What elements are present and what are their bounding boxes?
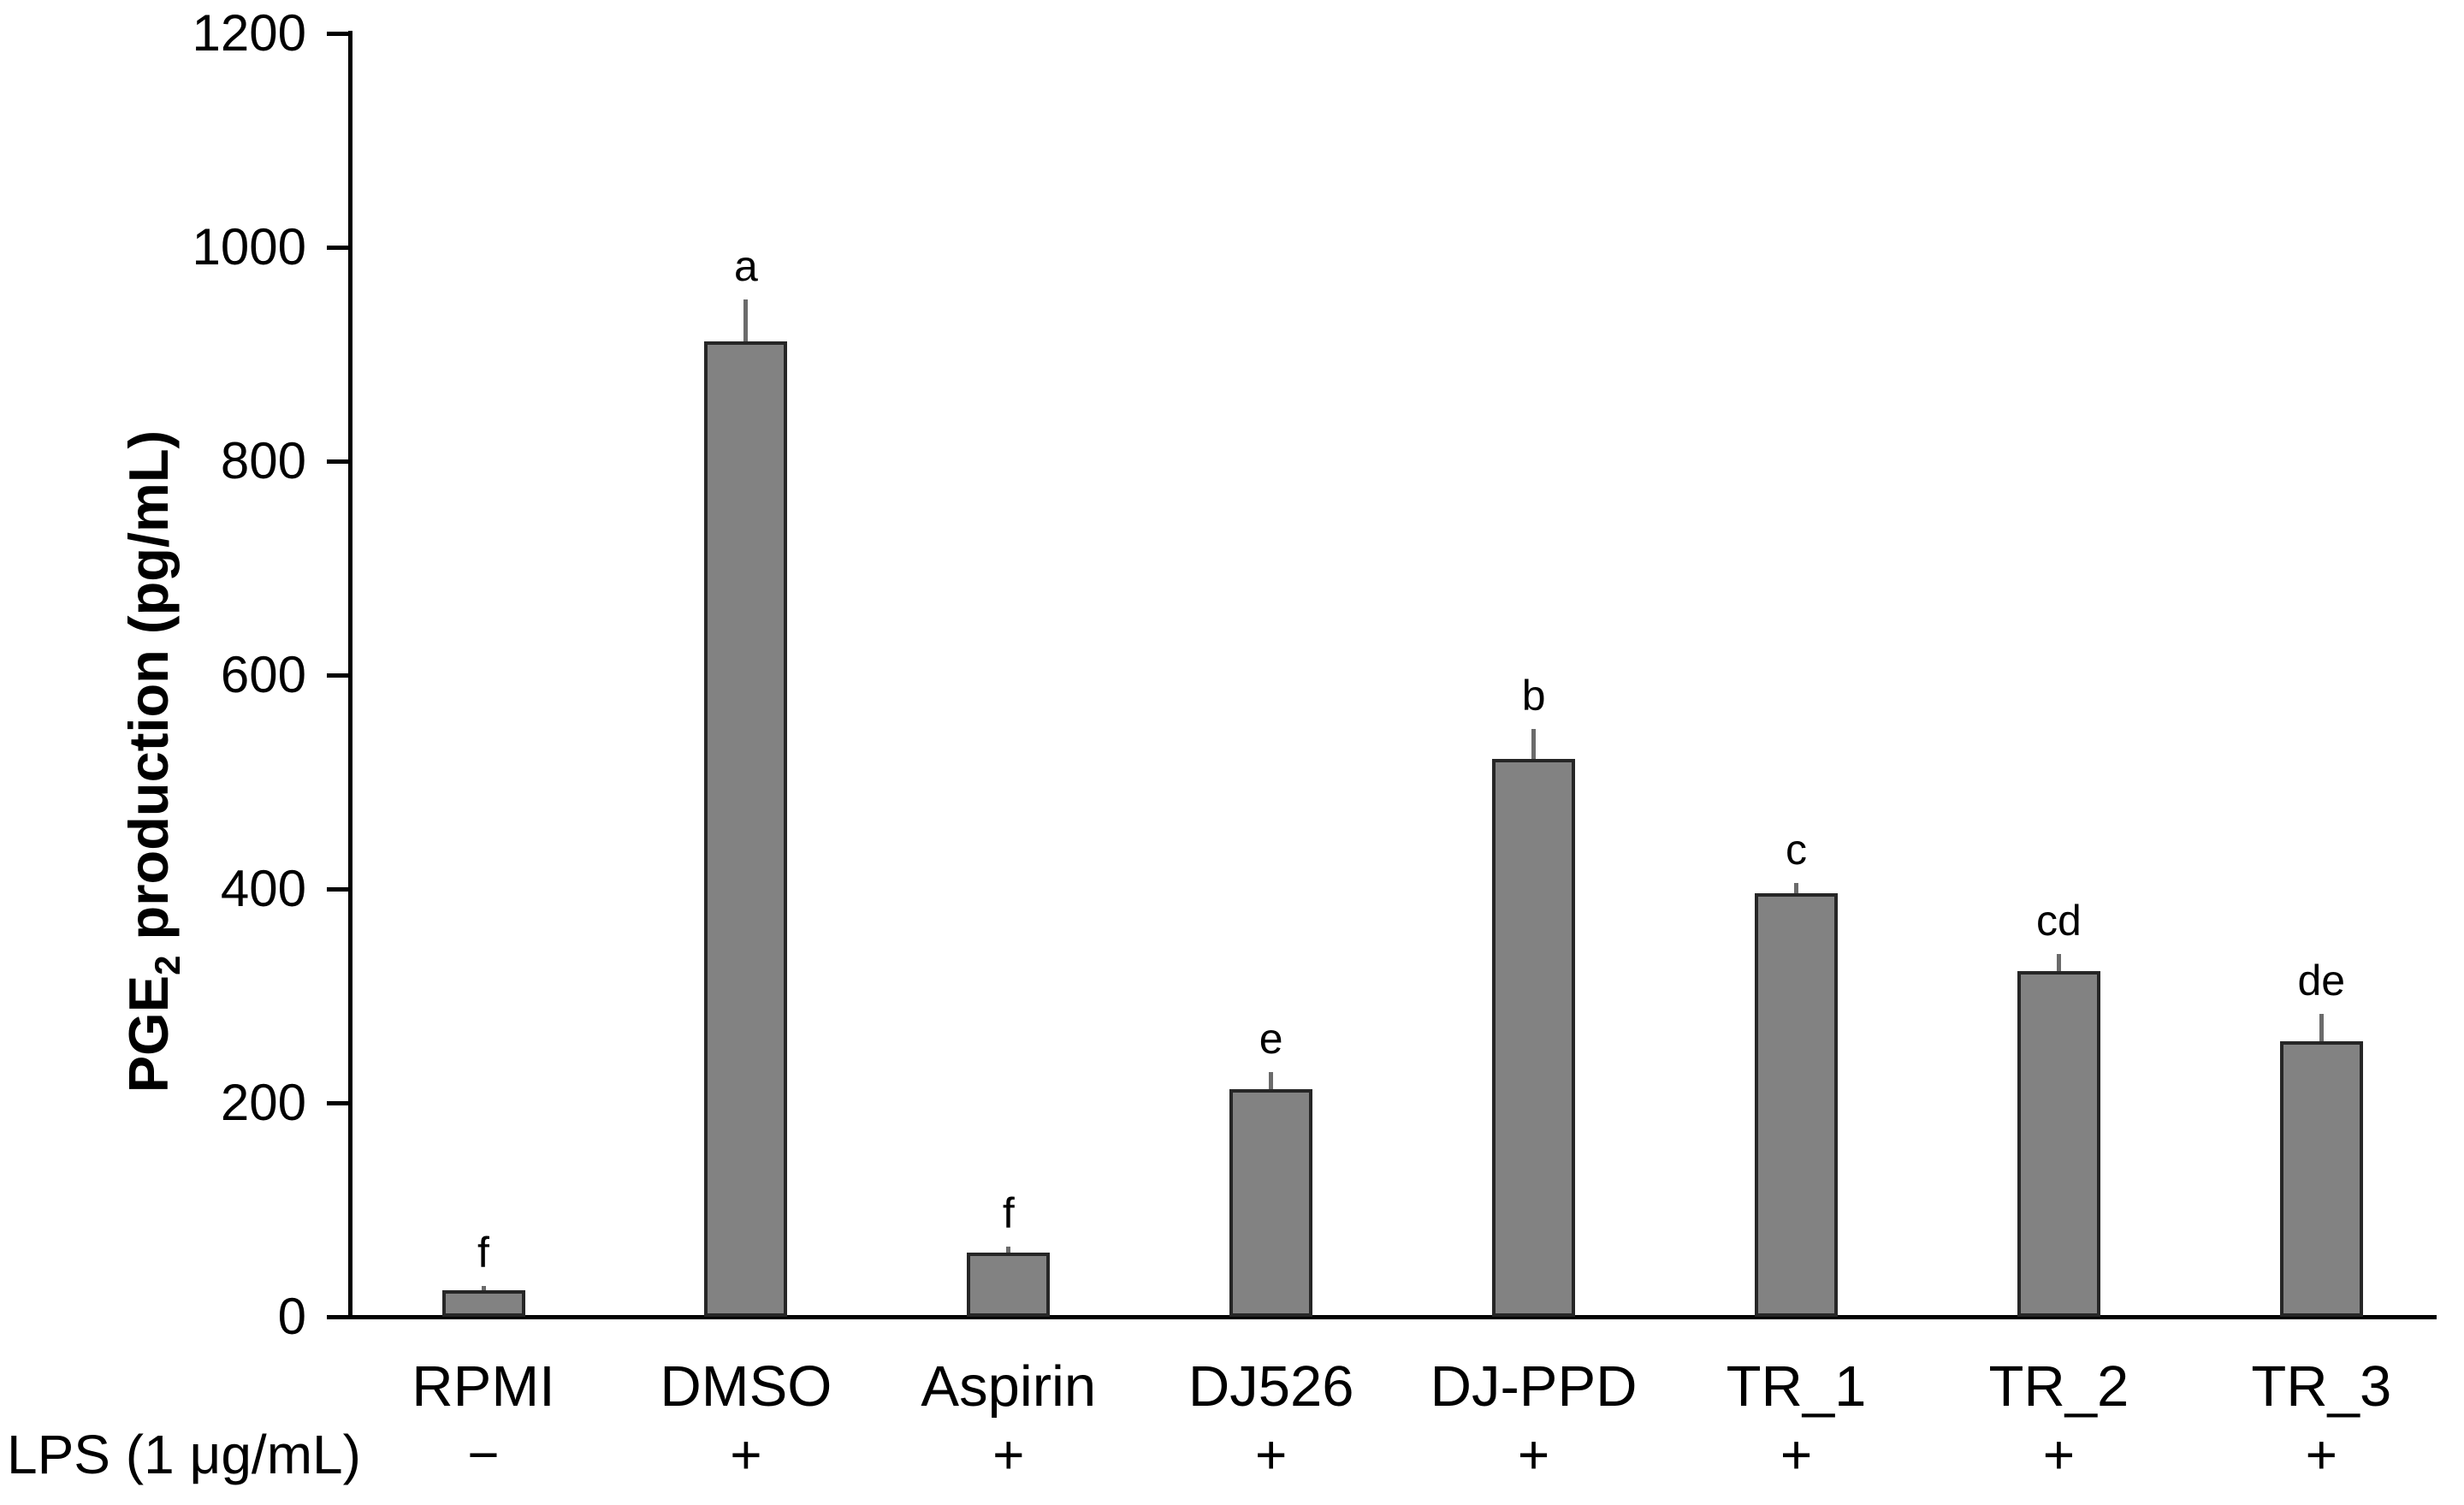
lps-row-label: LPS (1 μg/mL) [7,1424,361,1485]
x-axis-label-TR_2: TR_2 [1988,1354,2129,1419]
error-bar [1531,728,1537,764]
lps-sign: + [1780,1424,1813,1485]
y-axis-tick [327,1314,351,1319]
y-tick-label: 600 [220,646,306,703]
significance-letter: b [1521,671,1546,720]
y-axis-tick [327,886,351,892]
x-axis-label-DJ-PPD: DJ-PPD [1430,1354,1638,1419]
y-axis-tick [327,1100,351,1105]
significance-letter: f [477,1228,489,1277]
bar-RPMI [441,1289,525,1317]
y-tick-label: 1000 [192,218,306,276]
bar-DJ526 [1229,1088,1313,1317]
lps-sign: + [730,1424,762,1485]
significance-letter: a [733,242,758,291]
significance-letter: e [1259,1014,1283,1063]
significance-letter: c [1786,825,1807,874]
lps-sign: + [1517,1424,1550,1485]
error-bar [2056,954,2061,977]
y-axis-tick [327,31,351,36]
error-bar [1006,1246,1011,1258]
y-axis-tick [327,459,351,464]
bar-DMSO [704,341,788,1317]
error-bar [1269,1071,1274,1094]
x-axis-line [348,1315,2437,1319]
bar-TR_2 [2017,971,2100,1317]
bar-DJ-PPD [1492,758,1576,1317]
y-axis-tick [327,245,351,250]
x-axis-label-TR_1: TR_1 [1726,1354,1867,1419]
y-axis-title-subscript: 2 [147,955,187,975]
significance-letter: f [1002,1188,1015,1237]
bar-TR_1 [1755,893,1838,1317]
y-tick-label: 800 [220,432,306,489]
bar-Aspirin [967,1253,1051,1317]
y-tick-label: 200 [220,1074,306,1131]
error-bar [2319,1014,2324,1046]
x-axis-label-TR_3: TR_3 [2251,1354,2392,1419]
y-tick-label: 1200 [192,4,306,62]
significance-letter: de [2297,957,2346,1005]
x-axis-label-DMSO: DMSO [660,1354,832,1419]
error-bar [1794,882,1798,898]
y-tick-label: 400 [220,860,306,917]
y-tick-label: 0 [277,1288,306,1345]
x-axis-label-Aspirin: Aspirin [921,1354,1097,1419]
y-axis-title: PGE2 production (pg/mL) [116,430,188,1093]
lps-sign: − [467,1424,500,1485]
lps-sign: + [1255,1424,1288,1485]
lps-sign: + [2042,1424,2076,1485]
x-axis-label-RPMI: RPMI [412,1354,555,1419]
significance-letter: cd [2035,897,2082,945]
lps-sign: + [2305,1424,2337,1485]
lps-sign: + [992,1424,1025,1485]
y-axis-tick [327,673,351,678]
x-axis-label-DJ526: DJ526 [1188,1354,1354,1419]
error-bar [743,299,749,347]
bar-TR_3 [2279,1040,2363,1317]
